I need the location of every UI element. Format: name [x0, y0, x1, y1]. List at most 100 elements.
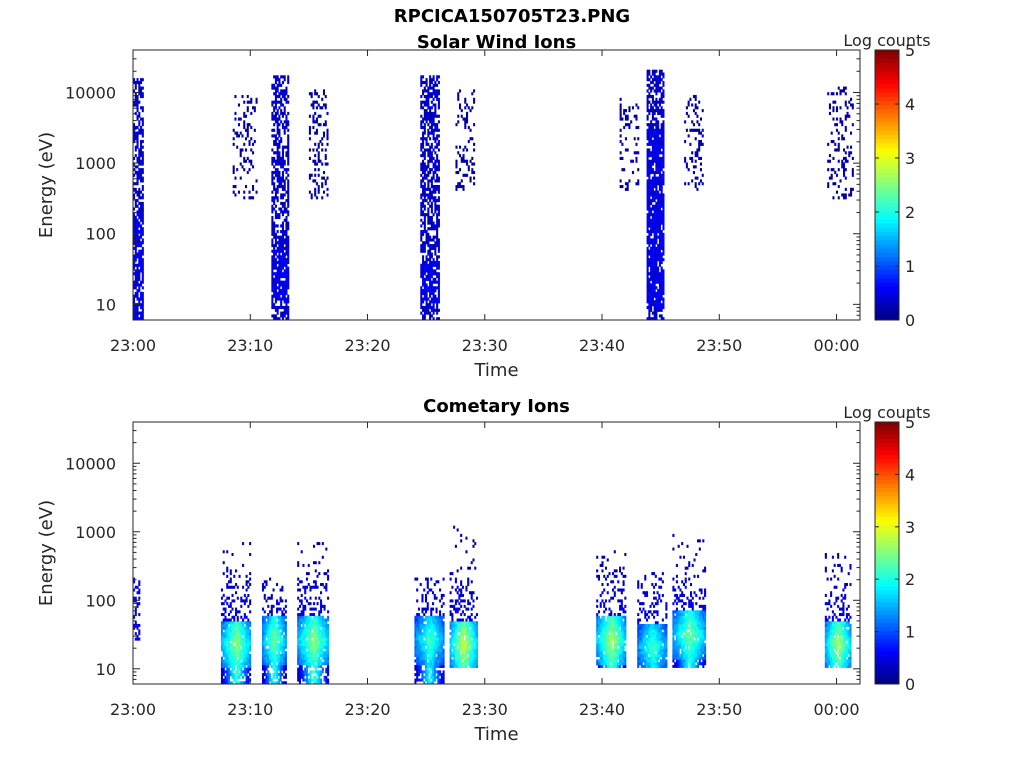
spectrogram-cell: [653, 289, 656, 293]
spectrogram-cell: [429, 111, 432, 115]
spectrogram-cell: [442, 626, 445, 630]
spectrogram-cell: [326, 193, 329, 197]
spectrogram-cell: [265, 583, 268, 587]
spectrogram-cell: [236, 653, 239, 658]
spectrogram-cell: [425, 109, 428, 113]
spectrogram-cell: [283, 97, 286, 101]
spectrogram-cell: [425, 199, 428, 203]
spectrogram-cell: [245, 588, 248, 592]
spectrogram-cell: [267, 670, 270, 674]
spectrogram-cell: [662, 277, 665, 281]
spectrogram-cell: [423, 190, 426, 194]
spectrogram-cell: [439, 648, 442, 652]
spectrogram-cell: [283, 667, 286, 671]
spectrogram-cell: [244, 159, 248, 163]
spectrogram-cell: [420, 238, 423, 242]
spectrogram-cell: [655, 148, 658, 152]
spectrogram-cell: [646, 255, 649, 259]
spectrogram-cell: [691, 156, 694, 160]
spectrogram-cell: [229, 580, 232, 584]
spectrogram-cell: [432, 176, 435, 180]
spectrogram-cell: [429, 154, 432, 158]
spectrogram-cell: [283, 185, 286, 189]
spectrogram-cell: [276, 86, 279, 90]
colorbar-segment: [875, 303, 899, 308]
spectrogram-cell: [300, 664, 303, 668]
spectrogram-cell: [655, 260, 658, 265]
spectrogram-cell: [417, 632, 420, 636]
spectrogram-cell: [425, 187, 428, 191]
spectrogram-cell: [651, 207, 654, 211]
spectrogram-cell: [653, 221, 656, 225]
spectrogram-cell: [451, 645, 454, 649]
spectrogram-cell: [312, 659, 316, 663]
spectrogram-cell: [433, 678, 436, 682]
spectrogram-cell: [134, 280, 137, 284]
burst: [220, 542, 252, 685]
spectrogram-cell: [245, 648, 248, 652]
spectrogram-cell: [429, 120, 432, 124]
spectrogram-cell: [435, 596, 438, 600]
spectrogram-cell: [310, 196, 313, 200]
spectrogram-cell: [280, 207, 283, 211]
spectrogram-cell: [136, 156, 139, 160]
spectrogram-cell: [436, 154, 439, 158]
spectrogram-cell: [220, 623, 223, 627]
spectrogram-cell: [234, 185, 237, 189]
spectrogram-cell: [658, 137, 661, 141]
spectrogram-cell: [318, 618, 321, 622]
spectrogram-cell: [133, 134, 136, 138]
spectrogram-cell: [246, 134, 249, 138]
spectrogram-cell: [297, 623, 300, 627]
spectrogram-cell: [428, 643, 431, 647]
spectrogram-cell: [273, 305, 276, 310]
spectrogram-cell: [297, 629, 300, 633]
spectrogram-cell: [321, 653, 324, 658]
colorbar-segment: [875, 130, 899, 135]
spectrogram-cell: [249, 667, 252, 671]
spectrogram-cell: [466, 148, 469, 152]
spectrogram-cell: [311, 640, 314, 644]
spectrogram-cell: [463, 662, 466, 666]
spectrogram-cell: [432, 662, 435, 666]
spectrogram-cell: [273, 123, 276, 127]
spectrogram-cell: [460, 109, 463, 113]
spectrogram-cell: [274, 140, 277, 144]
spectrogram-cell: [662, 221, 665, 225]
spectrogram-cell: [235, 673, 238, 677]
spectrogram-cell: [437, 653, 440, 658]
spectrogram-cell: [660, 303, 663, 307]
spectrogram-cell: [276, 277, 279, 281]
spectrogram-cell: [437, 286, 440, 290]
spectrogram-cell: [464, 97, 467, 101]
spectrogram-cell: [274, 168, 277, 172]
spectrogram-cell: [417, 670, 420, 674]
spectrogram-cell: [648, 244, 651, 248]
spectrogram-cell: [422, 120, 425, 124]
spectrogram-cell: [437, 100, 440, 104]
spectrogram-cell: [320, 653, 323, 658]
spectrogram-cell: [430, 185, 433, 189]
spectrogram-cell: [138, 629, 141, 633]
spectrogram-cell: [274, 106, 277, 110]
spectrogram-cell: [224, 607, 227, 611]
spectrogram-cell: [240, 623, 243, 627]
spectrogram-cell: [283, 201, 286, 205]
spectrogram-cell: [281, 311, 284, 315]
spectrogram-cell: [434, 297, 437, 301]
spectrogram-cell: [136, 591, 139, 595]
spectrogram-cell: [658, 140, 661, 144]
spectrogram-cell: [229, 653, 232, 658]
spectrogram-cell: [658, 297, 661, 301]
spectrogram-cell: [271, 269, 274, 273]
spectrogram-cell: [273, 314, 276, 318]
spectrogram-cell: [437, 681, 440, 685]
spectrogram-cell: [655, 258, 658, 262]
spectrogram-cell: [236, 637, 239, 641]
spectrogram-cell: [283, 615, 286, 619]
spectrogram-cell: [222, 572, 225, 576]
spectrogram-cell: [322, 190, 326, 194]
spectrogram-cell: [660, 283, 663, 287]
spectrogram-cell: [422, 269, 425, 273]
spectrogram-cell: [651, 311, 654, 315]
